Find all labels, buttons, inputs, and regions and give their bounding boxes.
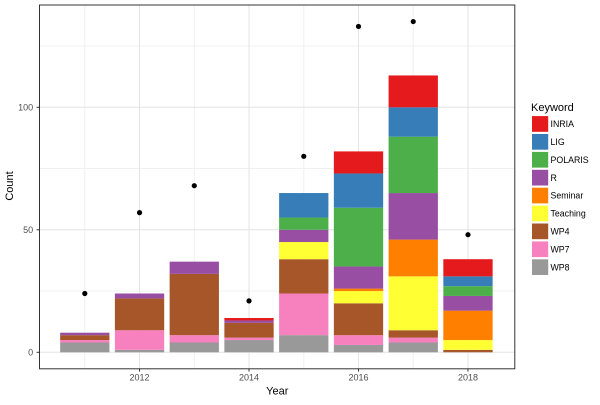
svg-text:WP8: WP8 bbox=[551, 262, 570, 272]
svg-text:INRIA: INRIA bbox=[551, 119, 575, 129]
svg-text:Count: Count bbox=[4, 171, 16, 200]
svg-text:2016: 2016 bbox=[348, 372, 368, 382]
svg-text:100: 100 bbox=[18, 103, 33, 113]
svg-text:2018: 2018 bbox=[458, 372, 478, 382]
svg-text:Year: Year bbox=[266, 386, 289, 398]
svg-text:2014: 2014 bbox=[239, 372, 259, 382]
svg-text:0: 0 bbox=[28, 348, 33, 358]
svg-text:POLARIS: POLARIS bbox=[551, 155, 589, 165]
svg-text:2012: 2012 bbox=[130, 372, 150, 382]
svg-text:Teaching: Teaching bbox=[551, 209, 586, 219]
svg-text:Keyword: Keyword bbox=[531, 102, 574, 114]
svg-text:Seminar: Seminar bbox=[551, 191, 584, 201]
svg-text:LIG: LIG bbox=[551, 137, 565, 147]
svg-text:WP7: WP7 bbox=[551, 244, 570, 254]
svg-text:WP4: WP4 bbox=[551, 226, 570, 236]
svg-text:50: 50 bbox=[23, 225, 33, 235]
svg-text:R: R bbox=[551, 173, 557, 183]
